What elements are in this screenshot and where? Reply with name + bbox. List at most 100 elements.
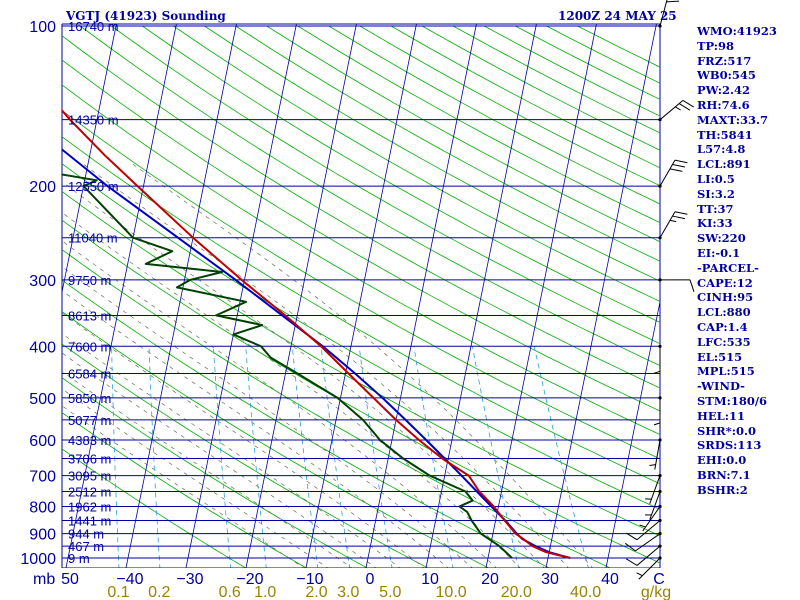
mixing-ratio-line bbox=[320, 346, 351, 568]
mixing-ratio-unit-label: g/kg bbox=[641, 584, 671, 600]
station-title: VGTJ (41923) Sounding bbox=[65, 9, 226, 23]
height-label: 11040 m bbox=[68, 231, 118, 246]
mixing-ratio-line bbox=[358, 346, 393, 568]
height-label: 1441 m bbox=[68, 513, 111, 528]
index-item: CINH:95 bbox=[697, 290, 754, 305]
mixing-ratio-line bbox=[213, 346, 231, 568]
wind-barb-station bbox=[658, 518, 662, 523]
moist-adiabat bbox=[62, 181, 545, 568]
height-label: 2512 m bbox=[68, 485, 111, 500]
chart-grid bbox=[62, 24, 660, 568]
wind-barb-feather bbox=[672, 215, 685, 220]
index-item: -WIND- bbox=[697, 379, 745, 394]
index-item: LCL:880 bbox=[697, 305, 751, 320]
height-label: 467 m bbox=[68, 539, 104, 554]
index-item: PW:2.42 bbox=[697, 83, 751, 98]
wind-barb-half-feather bbox=[675, 106, 681, 111]
dry-adiabat bbox=[62, 377, 369, 568]
wind-barb-feather bbox=[682, 99, 695, 108]
wind-barb-station bbox=[658, 184, 662, 188]
wind-barb-staff bbox=[636, 520, 661, 541]
moist-adiabat bbox=[129, 161, 593, 568]
dry-adiabat bbox=[62, 190, 660, 537]
wind-barb-feather bbox=[669, 168, 683, 172]
dry-adiabat bbox=[62, 412, 308, 568]
wind-barb-station bbox=[658, 556, 662, 560]
temperature-tick-label: −10 bbox=[296, 571, 323, 588]
dry-adiabat bbox=[142, 25, 660, 323]
dry-adiabat bbox=[235, 25, 660, 262]
wind-barb-station bbox=[658, 438, 662, 442]
isotherm bbox=[485, 24, 597, 568]
mixing-ratio-line bbox=[413, 346, 454, 568]
temperature-tick-label: 10 bbox=[421, 571, 439, 588]
pressure-tick-label: 100 bbox=[29, 19, 56, 36]
index-item: MPL:515 bbox=[697, 364, 755, 379]
isotherm bbox=[605, 299, 660, 568]
height-label: 944 m bbox=[68, 527, 104, 542]
temperature-tick-label: 20 bbox=[481, 571, 499, 588]
temperature-unit-label: C bbox=[653, 571, 665, 588]
index-item: SRDS:113 bbox=[697, 438, 762, 453]
dry-adiabat bbox=[62, 59, 660, 412]
wind-barb-station bbox=[658, 489, 662, 494]
height-label: 5850 m bbox=[68, 391, 111, 406]
isotherm bbox=[425, 24, 537, 568]
pressure-tick-label: 900 bbox=[29, 527, 56, 544]
height-label: 3706 m bbox=[68, 451, 111, 466]
wind-barb bbox=[649, 438, 662, 470]
temperature-tick-label: 40 bbox=[601, 571, 619, 588]
isotherm bbox=[245, 24, 357, 568]
wind-barbs bbox=[624, 0, 695, 580]
isotherm bbox=[125, 24, 237, 568]
height-label: 6584 m bbox=[68, 367, 111, 382]
dry-adiabat bbox=[62, 343, 429, 568]
index-item: TP:98 bbox=[697, 38, 735, 53]
index-item: LFC:535 bbox=[697, 334, 751, 349]
wind-barb-feather bbox=[678, 103, 691, 111]
pressure-tick-label: 700 bbox=[29, 469, 56, 486]
wind-barb-station bbox=[658, 473, 662, 478]
wind-barb bbox=[645, 489, 662, 520]
pressure-tick-label: 800 bbox=[29, 499, 56, 516]
wind-barb-feather bbox=[666, 0, 680, 3]
temperature-tick-label: 0 bbox=[366, 571, 375, 588]
index-item: MAXT:33.7 bbox=[697, 112, 768, 127]
mixing-ratio-label: 5.0 bbox=[379, 584, 401, 600]
pressure-unit-label: mb bbox=[33, 571, 55, 588]
temperature-tick-label: −20 bbox=[236, 571, 263, 588]
wind-barb bbox=[653, 344, 662, 377]
index-item: RH:74.6 bbox=[697, 97, 750, 112]
wind-barb bbox=[639, 504, 662, 532]
height-label: 7600 m bbox=[68, 339, 111, 354]
pressure-tick-label: 300 bbox=[29, 273, 56, 290]
isotherm bbox=[185, 24, 297, 568]
wind-barb bbox=[653, 396, 662, 428]
dry-adiabat bbox=[62, 448, 247, 568]
mixing-ratio-label: 0.2 bbox=[148, 584, 170, 600]
temperature-tick-label: 50 bbox=[61, 571, 79, 588]
height-label: 9750 m bbox=[68, 273, 111, 288]
index-item: SHR*:0.0 bbox=[697, 423, 756, 438]
index-item: FRZ:517 bbox=[697, 53, 752, 68]
temperature-tick-label: 30 bbox=[541, 571, 559, 588]
mixing-ratio-label: 2.0 bbox=[305, 584, 327, 600]
axis-labels: 16740 m 14350 m 12550 m 11040 m 9750 m 8613 m… bbox=[20, 19, 671, 600]
index-item: WMO:41923 bbox=[697, 24, 777, 38]
height-label: 8613 m bbox=[68, 308, 111, 323]
height-label: 9 m bbox=[68, 551, 90, 566]
dry-adiabat bbox=[62, 35, 660, 389]
index-item: EL:515 bbox=[697, 349, 743, 364]
mixing-ratio-label: 1.0 bbox=[254, 584, 276, 600]
index-item: L57:4.8 bbox=[697, 142, 746, 157]
dry-adiabat bbox=[62, 249, 612, 568]
isotherm bbox=[65, 24, 177, 568]
index-item: BRN:7.1 bbox=[697, 467, 751, 482]
wind-barb-half-feather bbox=[653, 422, 661, 426]
wind-barb-half-feather bbox=[649, 464, 656, 467]
wind-barb-station bbox=[658, 532, 662, 536]
chart-background bbox=[61, 23, 661, 568]
wind-barb-feather bbox=[625, 558, 638, 566]
wind-barb-station bbox=[658, 544, 662, 548]
dry-adiabat bbox=[173, 25, 660, 302]
